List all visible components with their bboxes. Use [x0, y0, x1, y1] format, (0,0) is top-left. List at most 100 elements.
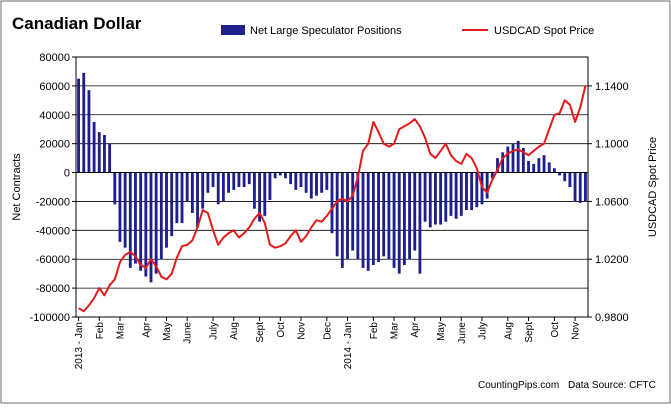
bar [309, 172, 313, 199]
x-tick-label: Apr [141, 321, 152, 337]
bar [382, 172, 386, 257]
bar [144, 172, 148, 277]
bar [397, 172, 401, 274]
y2-tick-label: 1.0600 [595, 196, 629, 208]
x-tick-label: Feb [95, 322, 106, 340]
bar [92, 122, 96, 173]
x-tick-label: July [209, 322, 220, 340]
bar [346, 172, 349, 260]
bar [108, 143, 112, 173]
bar [454, 172, 458, 219]
bar [149, 172, 153, 283]
x-tick-label: 2013 - Jan [74, 322, 85, 369]
y2-axis-ticks: 1.1400 1.1000 1.0600 1.0200 0.9800 [588, 81, 629, 324]
y-tick-label: 20000 [39, 139, 70, 151]
bar [558, 172, 561, 176]
x-tick-label: July [478, 322, 489, 340]
bar [196, 172, 199, 228]
y-tick-label: 0 [64, 168, 70, 180]
x-tick-label: Sept [524, 322, 535, 343]
bar [392, 172, 396, 268]
y2-axis-label: USDCAD Spot Price [647, 137, 659, 237]
bar [227, 172, 230, 193]
bar [511, 143, 515, 173]
legend-line-label: USDCAD Spot Price [494, 25, 594, 37]
y-tick-label: -100000 [30, 312, 70, 324]
x-tick-label: May [436, 322, 447, 341]
bar [165, 172, 168, 248]
y-tick-label: 40000 [39, 110, 70, 122]
bar [211, 172, 215, 187]
bar [340, 172, 344, 268]
bar [527, 161, 530, 173]
bar [180, 172, 184, 224]
x-tick-label: Aug [229, 322, 240, 340]
bar [532, 163, 536, 173]
bar [247, 172, 251, 185]
bar [159, 172, 163, 260]
x-tick-label: Apr [410, 321, 421, 337]
bar [470, 172, 474, 211]
bar [465, 172, 468, 211]
x-tick-label: May [162, 322, 173, 341]
bar [521, 148, 525, 173]
bar [501, 152, 505, 173]
bar [475, 172, 479, 208]
bar [253, 172, 256, 209]
bar [552, 168, 556, 173]
bar [583, 172, 587, 202]
bar [542, 155, 546, 173]
bar [134, 172, 137, 264]
bar [547, 162, 551, 173]
bar [408, 172, 411, 260]
bar [516, 140, 520, 173]
bar [278, 172, 282, 176]
bar [273, 172, 277, 179]
bar [175, 172, 179, 224]
bar [87, 90, 91, 173]
bar [221, 172, 225, 202]
bar [242, 172, 246, 187]
x-tick-label: Mar [390, 321, 401, 339]
bar [113, 172, 117, 205]
bar [154, 172, 158, 274]
bar [563, 172, 567, 182]
bar [77, 78, 81, 173]
x-tick-label: Nov [297, 322, 308, 340]
x-tick-label: 2014 - Jan [343, 322, 354, 369]
bar [289, 172, 293, 185]
bar [299, 172, 303, 187]
bar [490, 172, 494, 179]
x-tick-label: Nov [571, 322, 582, 340]
bar [82, 72, 86, 173]
y-tick-label: 80000 [39, 52, 70, 64]
bar [449, 172, 453, 216]
bar [428, 172, 432, 228]
bar [294, 172, 298, 190]
bar [418, 172, 422, 274]
footer-source: Data Source: CFTC [568, 380, 656, 391]
bar [320, 172, 324, 193]
bar [216, 172, 220, 205]
bar [201, 172, 205, 209]
bar [387, 172, 391, 260]
bar [315, 172, 318, 196]
x-tick-label: Oct [276, 322, 287, 338]
bar [537, 158, 541, 173]
bar [444, 172, 448, 222]
y-tick-label: -20000 [36, 196, 70, 208]
y-tick-label: -60000 [36, 254, 70, 266]
x-tick-label: June [457, 322, 468, 344]
bar [103, 135, 106, 173]
bar [356, 172, 360, 260]
bar [573, 172, 577, 202]
bar [330, 172, 334, 234]
bar [361, 172, 365, 268]
bar [485, 172, 489, 199]
bar [439, 172, 443, 225]
bar [506, 146, 510, 173]
x-tick-label: Sept [255, 322, 266, 343]
bar [170, 172, 174, 237]
